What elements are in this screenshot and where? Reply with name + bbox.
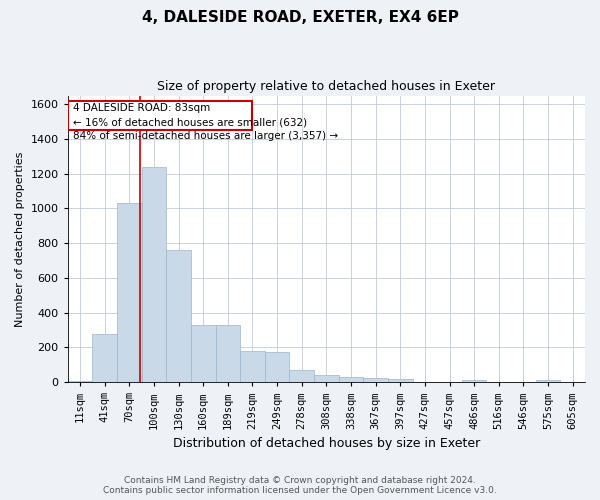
- Bar: [338, 377, 364, 382]
- Y-axis label: Number of detached properties: Number of detached properties: [15, 151, 25, 326]
- Bar: [166, 250, 191, 382]
- Bar: [240, 351, 265, 382]
- Text: Contains HM Land Registry data © Crown copyright and database right 2024.
Contai: Contains HM Land Registry data © Crown c…: [103, 476, 497, 495]
- Bar: [215, 325, 240, 382]
- Bar: [142, 167, 166, 382]
- Bar: [117, 203, 142, 382]
- FancyBboxPatch shape: [68, 101, 253, 130]
- Text: 4, DALESIDE ROAD, EXETER, EX4 6EP: 4, DALESIDE ROAD, EXETER, EX4 6EP: [142, 10, 458, 25]
- Title: Size of property relative to detached houses in Exeter: Size of property relative to detached ho…: [157, 80, 496, 93]
- Bar: [536, 380, 560, 382]
- Bar: [191, 325, 215, 382]
- Bar: [92, 334, 117, 382]
- X-axis label: Distribution of detached houses by size in Exeter: Distribution of detached houses by size …: [173, 437, 480, 450]
- Text: 4 DALESIDE ROAD: 83sqm
← 16% of detached houses are smaller (632)
84% of semi-de: 4 DALESIDE ROAD: 83sqm ← 16% of detached…: [73, 104, 338, 142]
- Bar: [314, 375, 338, 382]
- Bar: [265, 352, 289, 382]
- Bar: [364, 378, 388, 382]
- Bar: [462, 380, 487, 382]
- Bar: [388, 379, 413, 382]
- Bar: [289, 370, 314, 382]
